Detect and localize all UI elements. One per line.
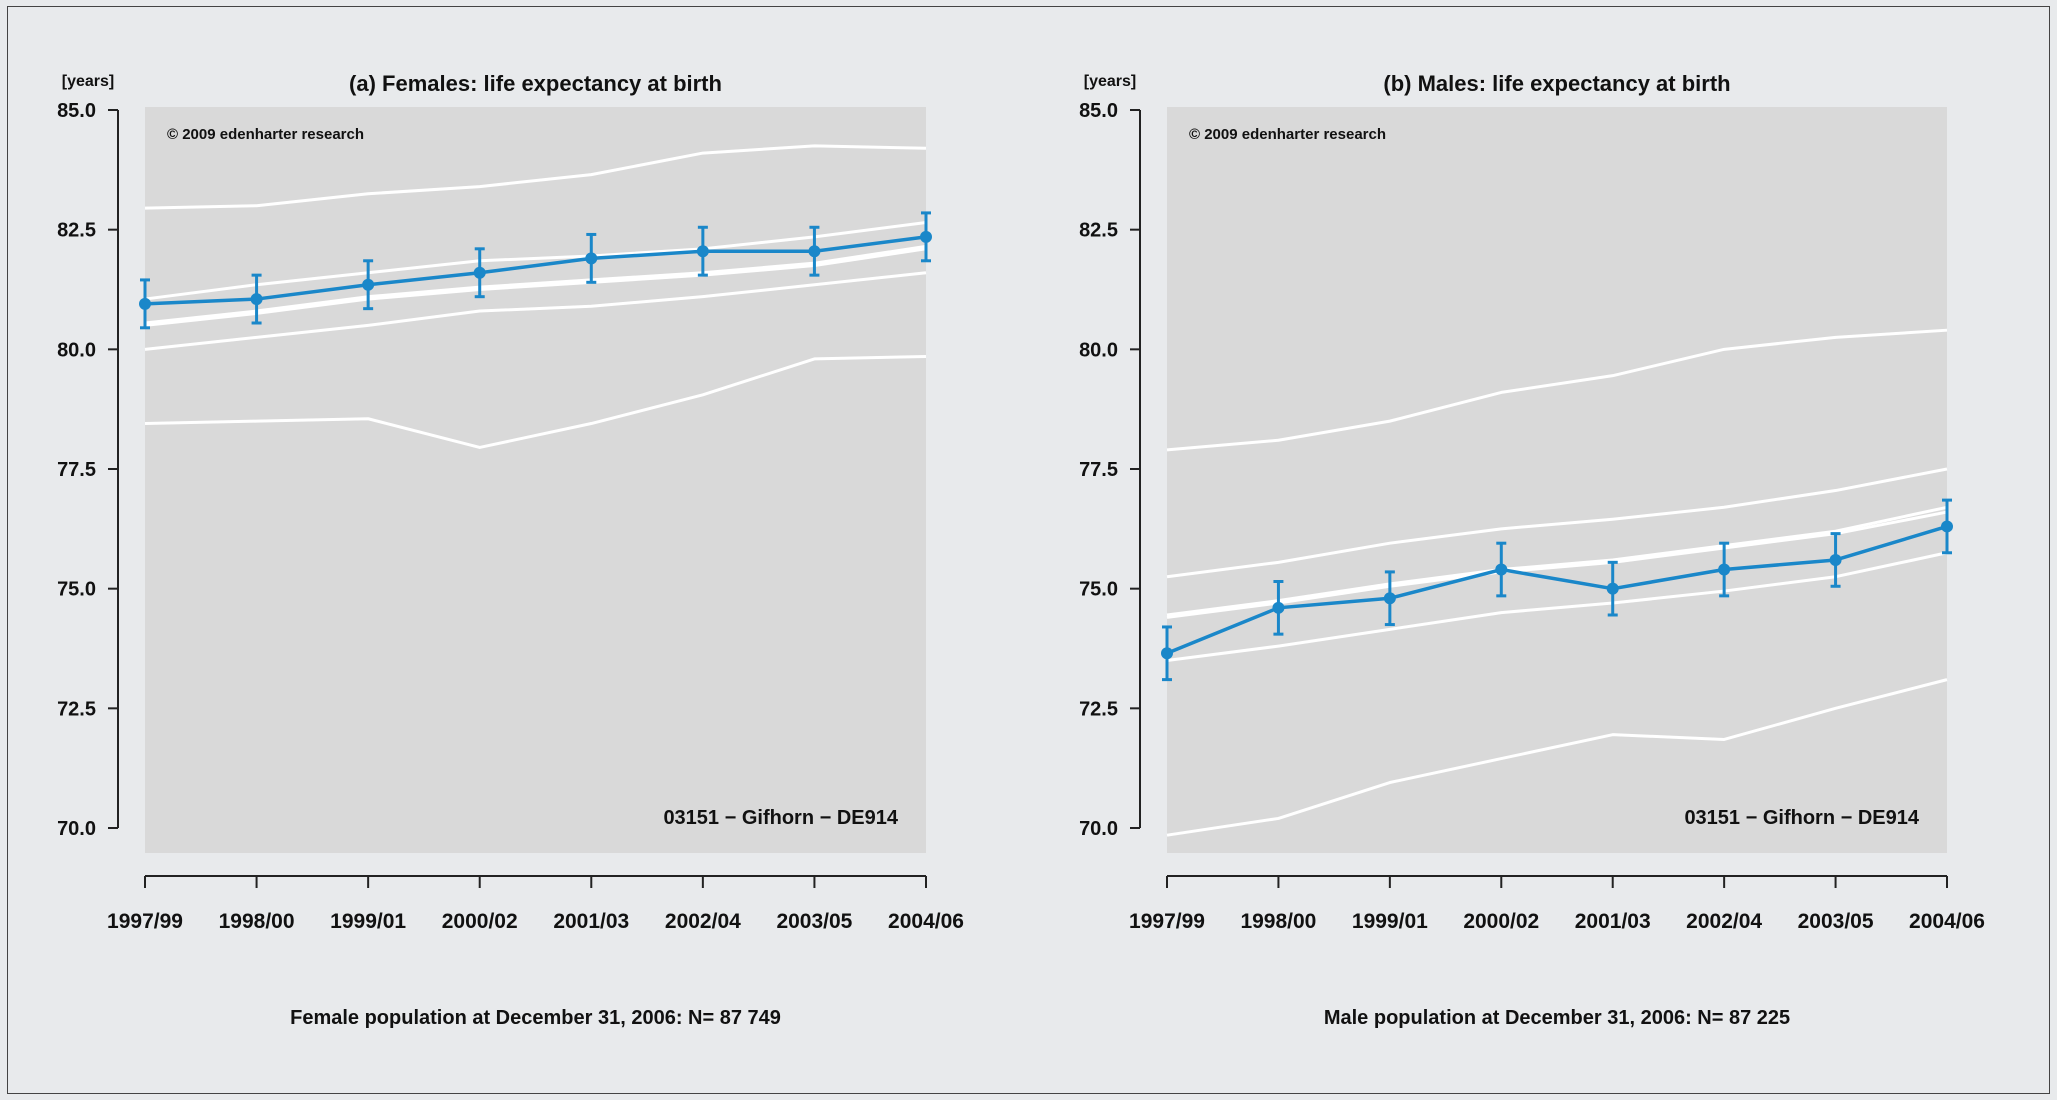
chart-0-reference-line [144,271,927,351]
chart-0-region-label: 03151 − Gifhorn − DE914 [663,807,898,829]
chart-1-y-tick-label: 72.5 [1079,698,1118,720]
chart-0-data-point [920,230,932,243]
chart-1-y-tick-label: 77.5 [1079,459,1118,481]
chart-0-reference-line [144,355,927,449]
chart-1-y-tick-label: 85.0 [1079,100,1118,122]
chart-1-y-axis-label: [years] [1084,73,1136,90]
chart-1-reference-line [1166,510,1948,619]
chart-1-reference-line [1166,505,1948,617]
chart-1-data-point [1941,520,1953,533]
chart-0-reference-line [144,220,927,301]
chart-1-x-tick-label: 2001/03 [1575,910,1651,933]
chart-1-data-point [1495,563,1508,576]
chart-1-data-point [1606,582,1619,595]
chart-0-x-tick-label: 2003/05 [776,910,852,933]
chart-1-x-tick-label: 2000/02 [1463,910,1539,933]
chart-1-x-tick-label: 2002/04 [1686,910,1762,933]
chart-1-y-tick-label: 75.0 [1079,579,1118,601]
chart-0-data-point [808,245,821,258]
chart-0-y-axis-label: [years] [62,73,114,90]
chart-0-reference-line [144,244,927,325]
chart-0-y-tick-label: 82.5 [57,220,96,242]
chart-1-y-tick-label: 82.5 [1079,220,1118,242]
chart-1-title: (b) Males: life expectancy at birth [1383,71,1730,96]
chart-1-main-series-line [1166,524,1948,655]
chart-1-data-point [1829,553,1842,566]
chart-1-data-point [1161,647,1173,660]
chart-1-data-point [1383,592,1396,605]
chart-0-x-tick-label: 1998/00 [219,910,295,933]
chart-0-main-series-line [144,235,927,306]
chart-0-x-tick-label: 1999/01 [330,910,406,933]
chart-0-data-point [139,297,151,310]
chart-0-x-tick-label: 2002/04 [665,910,741,933]
chart-0-y-tick-label: 72.5 [57,698,96,720]
chart-0-reference-line [144,144,927,210]
chart-1-data-point [1718,563,1731,576]
chart-0-data-point [250,293,263,306]
chart-0-copyright-note: © 2009 edenharter research [167,126,364,143]
chart-0-data-point [362,278,375,291]
chart-0-population-footer: Female population at December 31, 2006: … [290,1007,781,1029]
chart-0-y-tick-label: 80.0 [57,339,96,361]
chart-0-data-point [696,245,709,258]
chart-0-x-tick-label: 1997/99 [107,910,183,933]
chart-1-reference-line [1166,467,1948,579]
chart-1-reference-line [1166,551,1948,662]
chart-1-x-tick-label: 1998/00 [1240,910,1316,933]
chart-0-y-tick-label: 77.5 [57,459,96,481]
chart-1-plot-panel [1167,107,1947,853]
chart-0-x-tick-label: 2004/06 [888,910,964,933]
chart-1-reference-line [1166,328,1948,452]
chart-0-x-tick-label: 2000/02 [442,910,518,933]
chart-1-region-label: 03151 − Gifhorn − DE914 [1684,807,1919,829]
chart-0-y-tick-label: 85.0 [57,100,96,122]
chart-1-y-tick-label: 80.0 [1079,339,1118,361]
chart-1-x-tick-label: 2004/06 [1909,910,1985,933]
chart-1-y-tick-label: 70.0 [1079,818,1118,840]
chart-0-y-tick-label: 75.0 [57,579,96,601]
chart-1-copyright-note: © 2009 edenharter research [1189,126,1386,143]
chart-0-reference-line [144,247,927,327]
chart-0-plot-panel [145,107,926,853]
chart-0-title: (a) Females: life expectancy at birth [349,71,722,96]
figure-frame [7,6,2050,1094]
chart-1-data-point [1272,601,1285,614]
chart-1-reference-line [1166,678,1948,837]
chart-1-x-tick-label: 1997/99 [1129,910,1205,933]
chart-1-x-tick-label: 2003/05 [1798,910,1874,933]
chart-0-data-point [585,252,598,265]
chart-1-x-tick-label: 1999/01 [1352,910,1428,933]
chart-0-x-tick-label: 2001/03 [553,910,629,933]
chart-1-population-footer: Male population at December 31, 2006: N=… [1324,1007,1790,1029]
chart-0-data-point [473,266,486,279]
chart-0-y-tick-label: 70.0 [57,818,96,840]
